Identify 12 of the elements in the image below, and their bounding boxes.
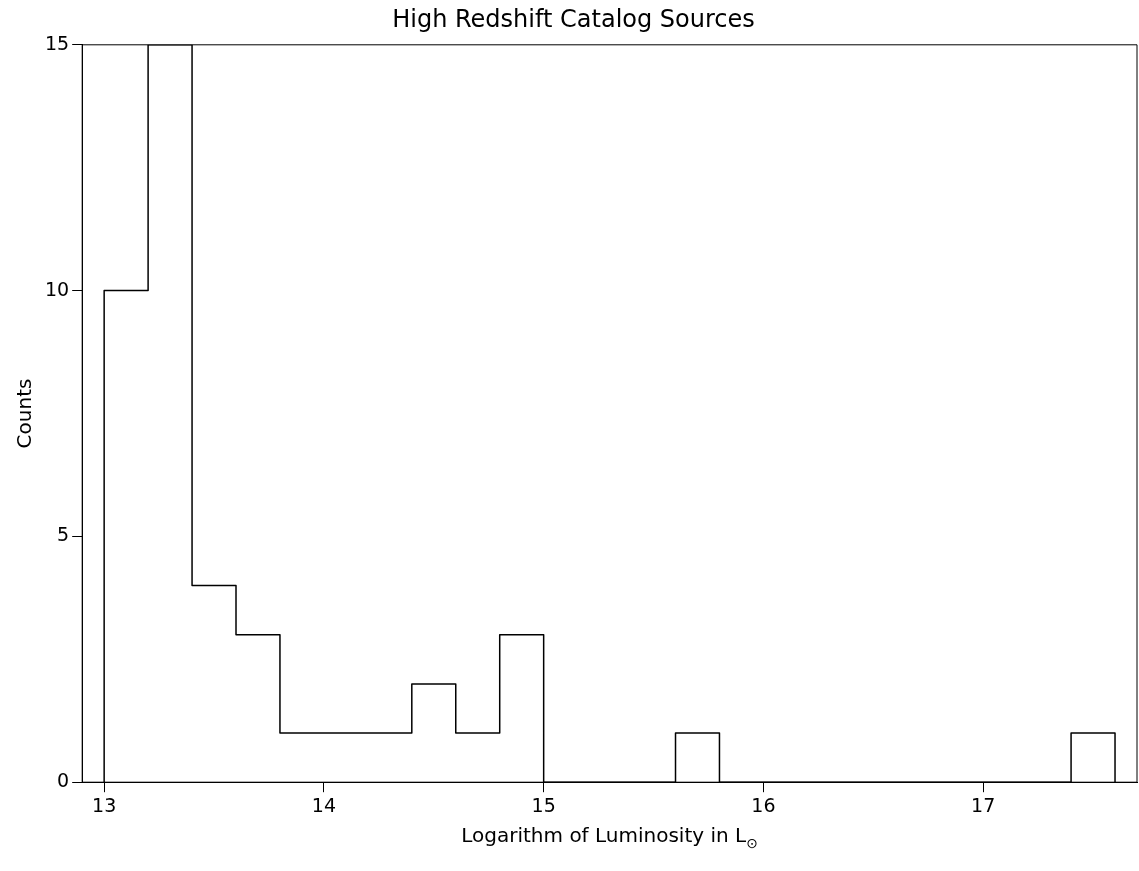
y-tick-label: 10 — [44, 277, 70, 300]
x-tick-label: 14 — [311, 793, 336, 816]
x-tick-label: 13 — [92, 793, 117, 816]
x-axis-title: Logarithm of Luminosity in L⊙ — [461, 823, 758, 852]
chart-title: High Redshift Catalog Sources — [392, 4, 755, 33]
y-tick-label: 15 — [44, 31, 70, 54]
y-tick-label: 5 — [57, 523, 70, 546]
x-tick-label: 16 — [751, 793, 776, 816]
x-tick-label: 17 — [971, 793, 996, 816]
y-tick-label: 0 — [57, 769, 70, 792]
y-axis-title: Counts — [12, 378, 37, 449]
x-tick-label: 15 — [531, 793, 556, 816]
